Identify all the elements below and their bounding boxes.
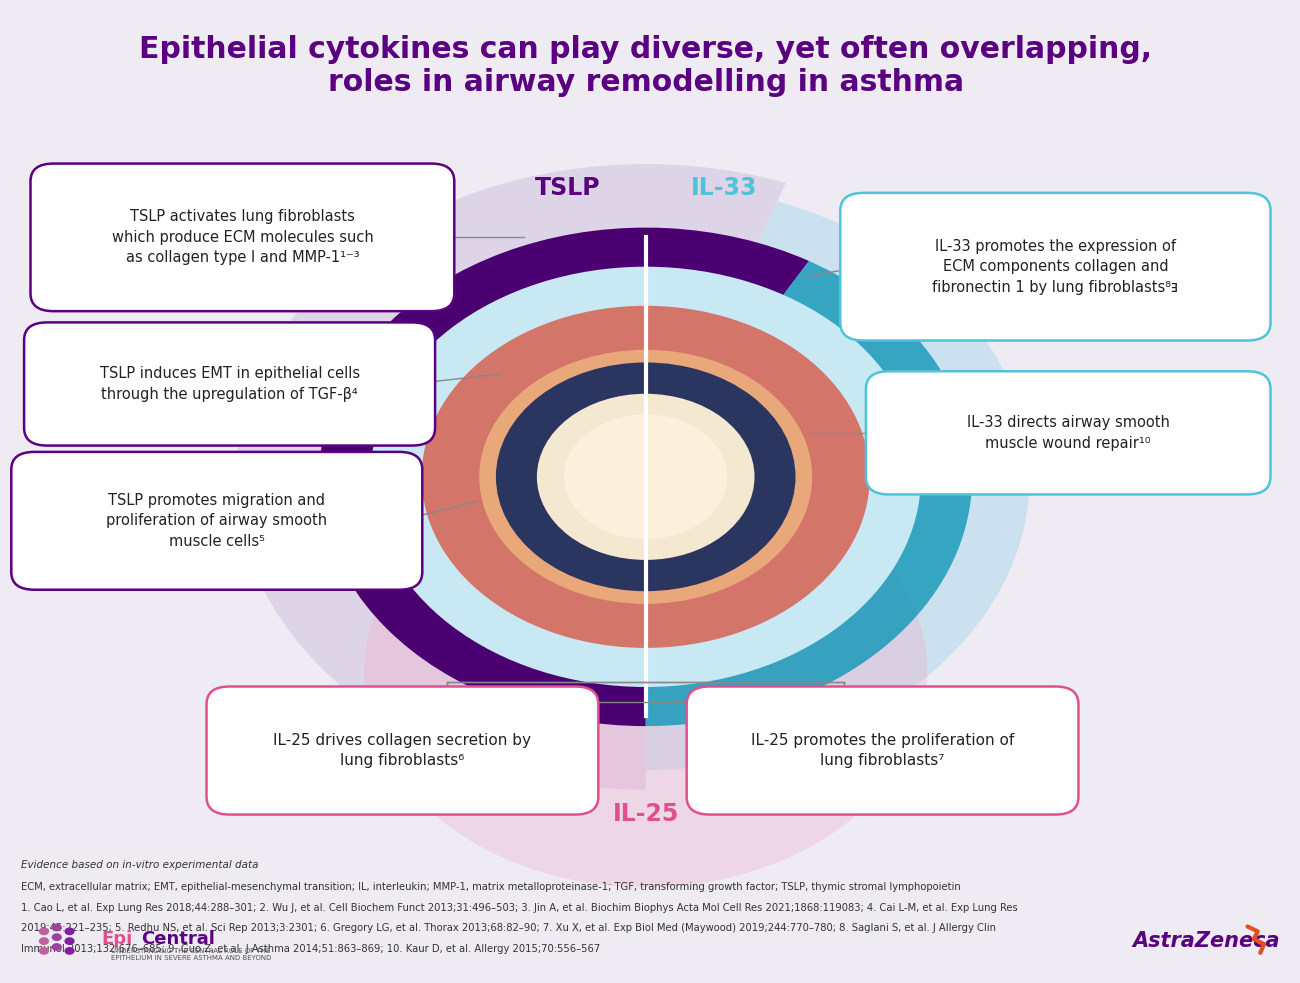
Circle shape xyxy=(421,306,870,648)
Text: 2019;45:221–235; 5. Redhu NS, et al. Sci Rep 2013;3:2301; 6. Gregory LG, et al. : 2019;45:221–235; 5. Redhu NS, et al. Sci… xyxy=(21,923,996,934)
Circle shape xyxy=(370,266,920,687)
Circle shape xyxy=(39,927,49,935)
Text: ECM, extracellular matrix; EMT, epithelial-mesenchymal transition; IL, interleuk: ECM, extracellular matrix; EMT, epitheli… xyxy=(21,883,961,893)
Text: Evidence based on in-vitro experimental data: Evidence based on in-vitro experimental … xyxy=(21,860,259,870)
Text: TSLP: TSLP xyxy=(536,177,601,201)
FancyBboxPatch shape xyxy=(840,193,1270,340)
Wedge shape xyxy=(237,164,785,789)
Text: IL-25 drives collagen secretion by
lung fibroblasts⁶: IL-25 drives collagen secretion by lung … xyxy=(273,732,532,769)
Circle shape xyxy=(39,947,49,954)
Circle shape xyxy=(52,943,62,951)
Wedge shape xyxy=(646,202,1030,770)
FancyBboxPatch shape xyxy=(207,686,598,815)
Wedge shape xyxy=(646,260,972,726)
FancyBboxPatch shape xyxy=(866,372,1270,494)
Text: IL-25: IL-25 xyxy=(612,802,679,826)
Text: AstraZeneca: AstraZeneca xyxy=(1132,931,1280,952)
Text: roles in airway remodelling in asthma: roles in airway remodelling in asthma xyxy=(328,69,963,97)
FancyBboxPatch shape xyxy=(686,686,1079,815)
FancyBboxPatch shape xyxy=(12,452,422,590)
Circle shape xyxy=(364,457,927,888)
Circle shape xyxy=(564,415,727,539)
Text: Central: Central xyxy=(142,930,214,949)
Circle shape xyxy=(537,394,754,560)
Circle shape xyxy=(495,363,796,591)
Text: Epi: Epi xyxy=(101,930,133,949)
Circle shape xyxy=(480,350,812,604)
Text: IL-25 promotes the proliferation of
lung fibroblasts⁷: IL-25 promotes the proliferation of lung… xyxy=(751,732,1014,769)
Text: 1. Cao L, et al. Exp Lung Res 2018;44:288–301; 2. Wu J, et al. Cell Biochem Func: 1. Cao L, et al. Exp Lung Res 2018;44:28… xyxy=(21,903,1018,913)
Text: TSLP induces EMT in epithelial cells
through the upregulation of TGF-β⁴: TSLP induces EMT in epithelial cells thr… xyxy=(100,367,360,402)
Circle shape xyxy=(52,924,62,931)
Circle shape xyxy=(39,937,49,945)
Circle shape xyxy=(65,937,74,945)
Bar xyxy=(447,682,844,702)
FancyBboxPatch shape xyxy=(30,163,454,312)
Circle shape xyxy=(65,927,74,935)
Circle shape xyxy=(65,947,74,954)
FancyBboxPatch shape xyxy=(25,322,436,445)
Text: IL-33 directs airway smooth
muscle wound repair¹⁰: IL-33 directs airway smooth muscle wound… xyxy=(967,415,1170,450)
Text: IL-33 promotes the expression of
ECM components collagen and
fibronectin 1 by lu: IL-33 promotes the expression of ECM com… xyxy=(932,239,1179,295)
Wedge shape xyxy=(320,228,809,726)
Text: UNDERSTANDING THE CENTRAL ROLE OF THE
EPITHELIUM IN SEVERE ASTHMA AND BEYOND: UNDERSTANDING THE CENTRAL ROLE OF THE EP… xyxy=(111,949,270,961)
Circle shape xyxy=(52,933,62,941)
Text: IL-33: IL-33 xyxy=(690,177,757,201)
Text: Immunol 2013;132:676–685; 9. Guo Z, et al. J Asthma 2014;51:863–869; 10. Kaur D,: Immunol 2013;132:676–685; 9. Guo Z, et a… xyxy=(21,944,601,954)
Text: Epithelial cytokines can play diverse, yet often overlapping,: Epithelial cytokines can play diverse, y… xyxy=(139,35,1152,64)
Text: TSLP activates lung fibroblasts
which produce ECM molecules such
as collagen typ: TSLP activates lung fibroblasts which pr… xyxy=(112,209,373,265)
Text: TSLP promotes migration and
proliferation of airway smooth
muscle cells⁵: TSLP promotes migration and proliferatio… xyxy=(107,492,328,549)
